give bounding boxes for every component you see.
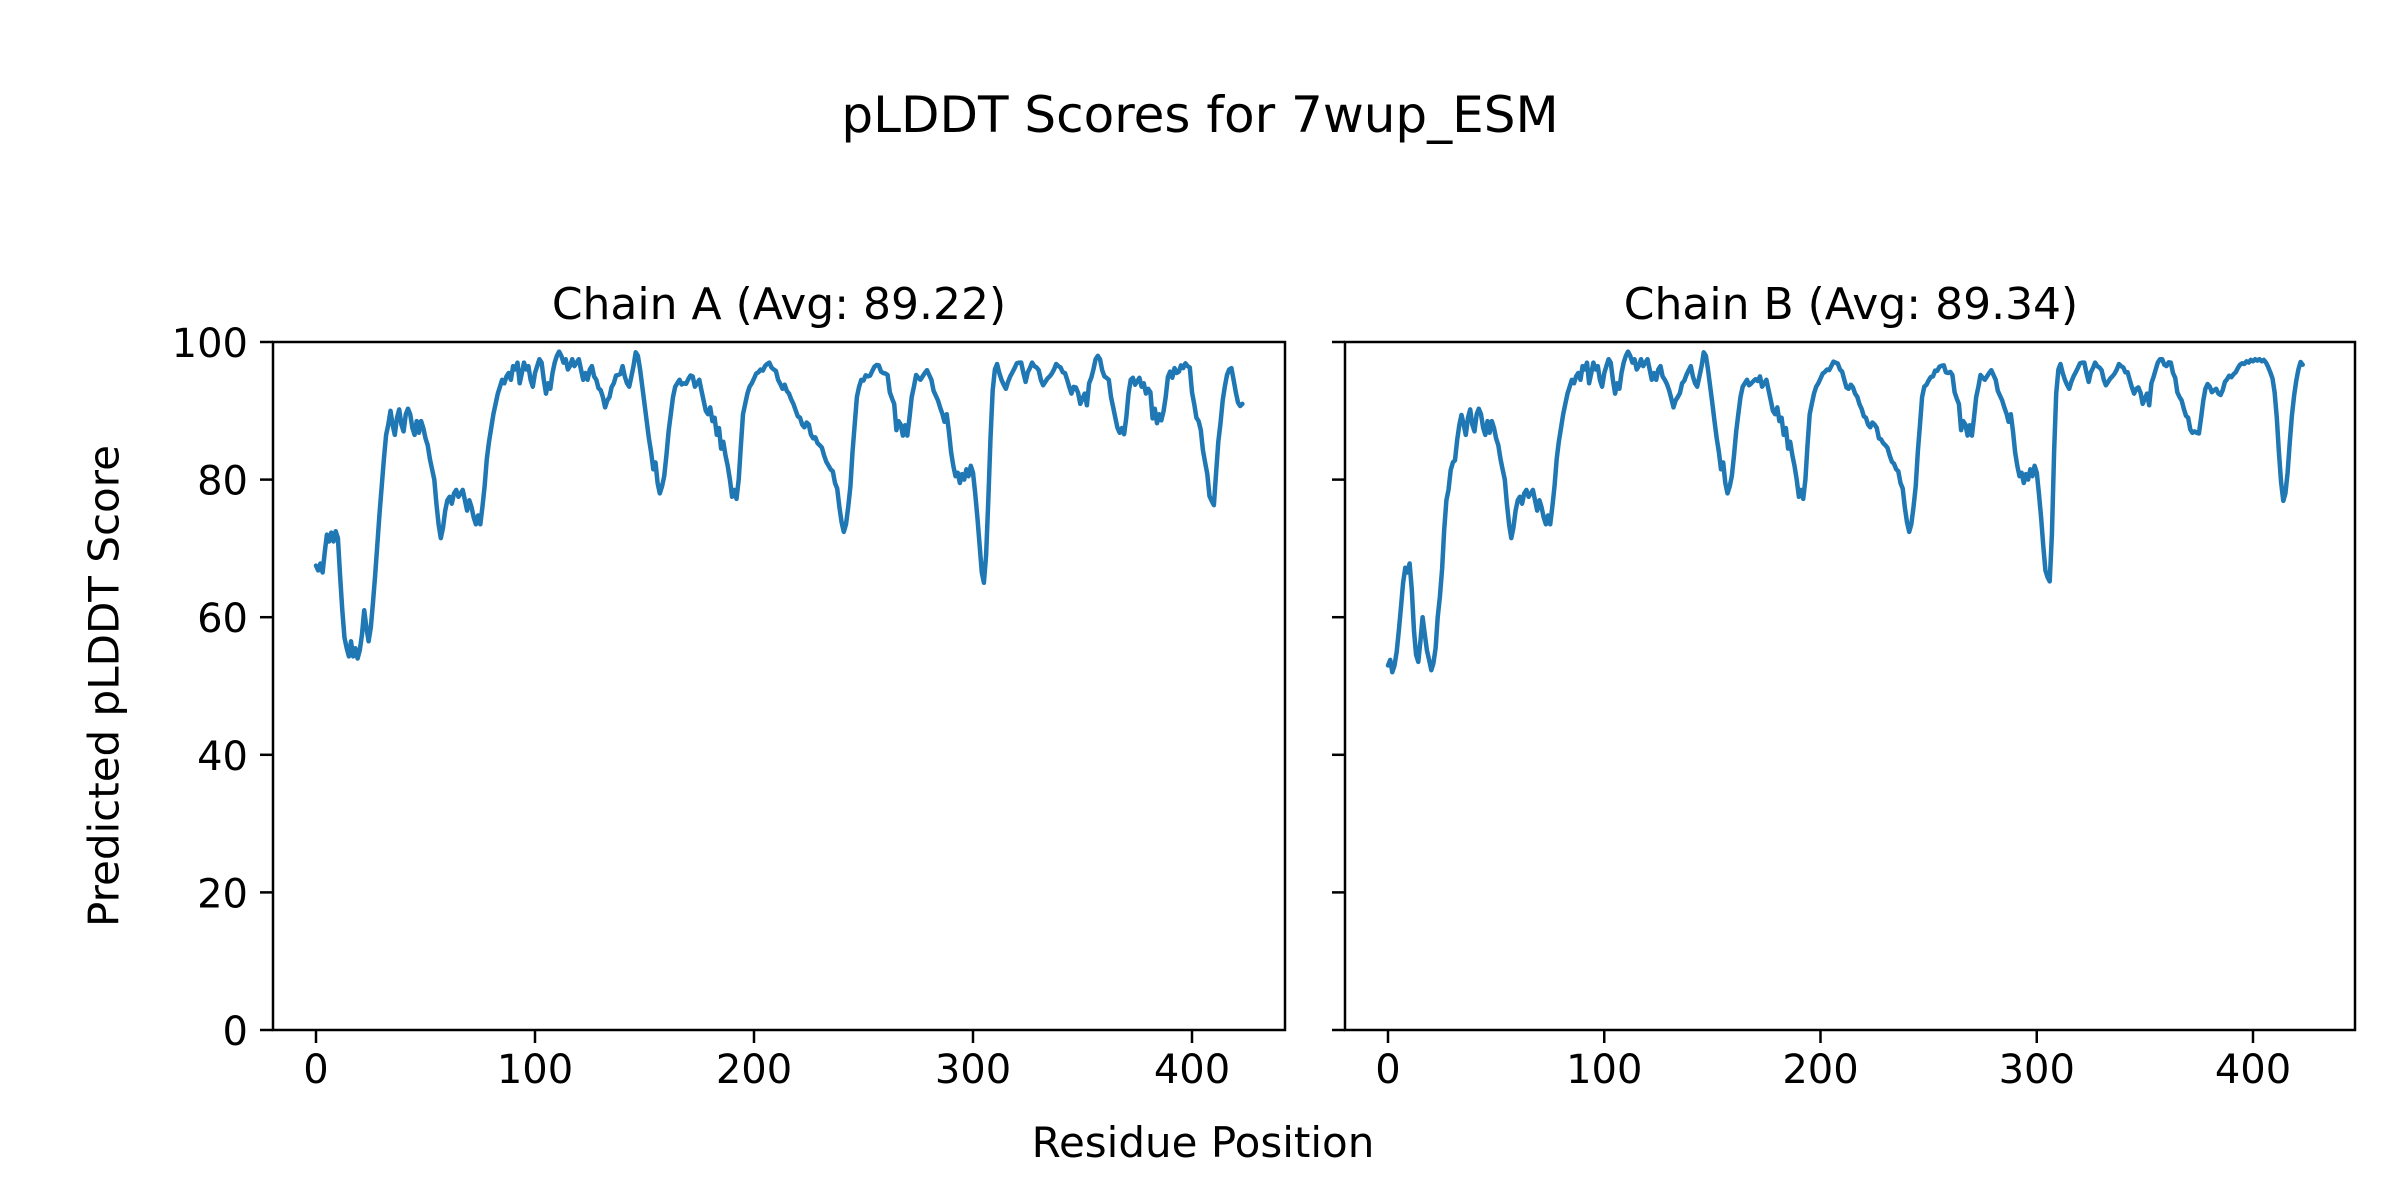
y-tick-label: 40 — [197, 734, 248, 780]
axes-spines — [271, 340, 1287, 1032]
x-tick-label: 300 — [1999, 1047, 2075, 1093]
x-tick-label: 400 — [1154, 1047, 1230, 1093]
axes-spines — [1343, 340, 2357, 1032]
y-tick-label: 100 — [172, 321, 248, 367]
x-axis-label: Residue Position — [1031, 1118, 1375, 1167]
y-tick-label: 80 — [197, 459, 248, 505]
x-tick-label: 200 — [1782, 1047, 1858, 1093]
x-tick-label: 0 — [1375, 1047, 1400, 1093]
x-tick-label: 200 — [716, 1047, 792, 1093]
plddt-line-chain-a — [313, 349, 1245, 661]
plddt-line-chain-b — [1385, 349, 2305, 675]
x-tick-label: 400 — [2215, 1047, 2291, 1093]
subplot-a: 0 100 200 300 400 0 20 40 60 80 100 — [172, 321, 1287, 1093]
x-tick-label: 300 — [935, 1047, 1011, 1093]
figure-title: pLDDT Scores for 7wup_ESM — [841, 86, 1559, 144]
subplot-b: 0 100 200 300 400 — [1332, 340, 2357, 1093]
x-tick-label: 100 — [497, 1047, 573, 1093]
y-tick-label: 20 — [197, 871, 248, 917]
subplot-b-title: Chain B (Avg: 89.34) — [1623, 279, 2079, 330]
y-axis-label: Predicted pLDDT Score — [79, 445, 129, 927]
y-tick-label: 0 — [223, 1009, 248, 1055]
subplot-a-title: Chain A (Avg: 89.22) — [551, 279, 1007, 330]
x-tick-label: 100 — [1566, 1047, 1642, 1093]
y-tick-label: 60 — [197, 596, 248, 642]
x-tick-label: 0 — [303, 1047, 328, 1093]
